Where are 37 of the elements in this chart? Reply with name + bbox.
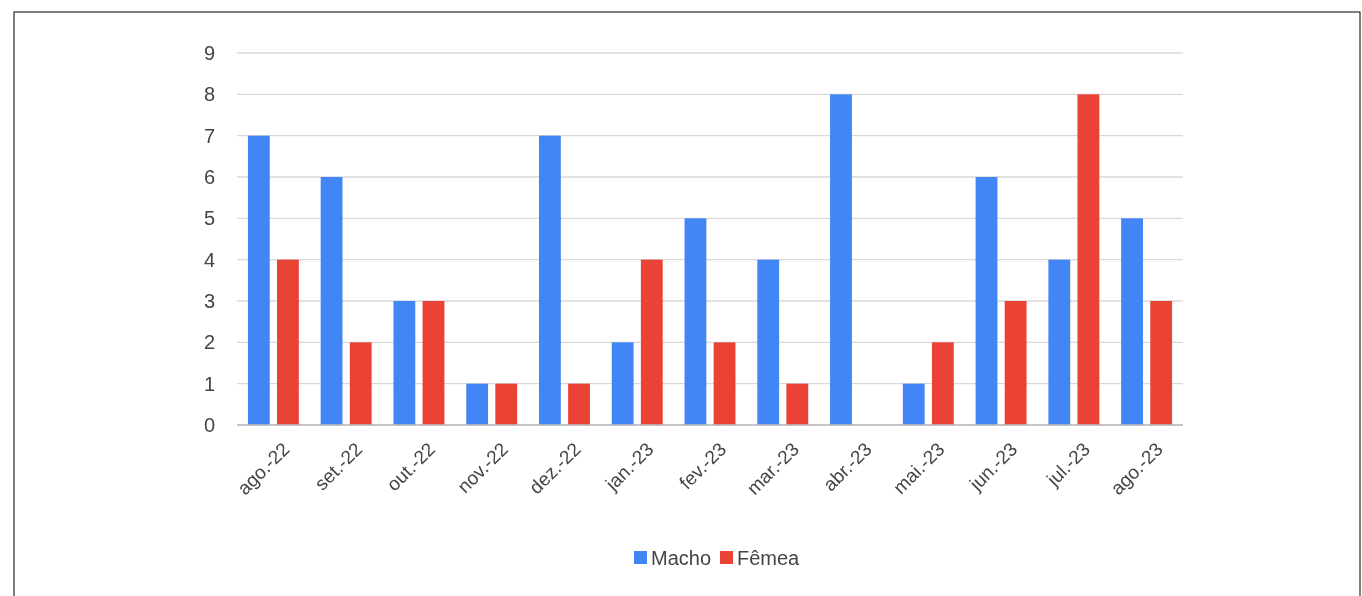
bar xyxy=(1048,259,1071,425)
bar xyxy=(902,383,925,425)
bar xyxy=(247,135,270,425)
y-tick-label: 9 xyxy=(203,42,215,64)
bar xyxy=(466,383,489,425)
bar xyxy=(757,259,780,425)
bar xyxy=(684,218,707,425)
bar xyxy=(1121,218,1143,425)
bar xyxy=(611,342,634,425)
bar xyxy=(320,177,343,425)
legend-label: Macho xyxy=(651,547,712,569)
bar xyxy=(640,259,663,425)
y-tick-label: 8 xyxy=(203,83,215,106)
y-tick-label: 5 xyxy=(203,207,215,230)
bar xyxy=(830,94,852,425)
bar xyxy=(422,301,445,425)
y-tick-label: 4 xyxy=(203,248,215,271)
bar xyxy=(786,383,809,425)
y-tick-label: 2 xyxy=(203,331,215,354)
bar xyxy=(1077,94,1100,425)
bar xyxy=(713,342,736,425)
legend-label: Fêmea xyxy=(737,547,801,569)
y-tick-label: 6 xyxy=(203,166,215,188)
bar xyxy=(277,259,299,425)
bar xyxy=(1150,301,1173,425)
bar xyxy=(568,383,590,425)
bar xyxy=(975,177,998,425)
bar xyxy=(393,301,416,425)
bar xyxy=(495,383,518,425)
y-tick-label: 0 xyxy=(203,414,215,436)
bar xyxy=(1004,301,1027,425)
bar xyxy=(349,342,372,425)
bar xyxy=(931,342,954,425)
y-tick-label: 3 xyxy=(203,290,215,312)
bar xyxy=(538,135,561,425)
y-tick-label: 7 xyxy=(203,124,215,147)
y-tick-label: 1 xyxy=(203,372,215,395)
